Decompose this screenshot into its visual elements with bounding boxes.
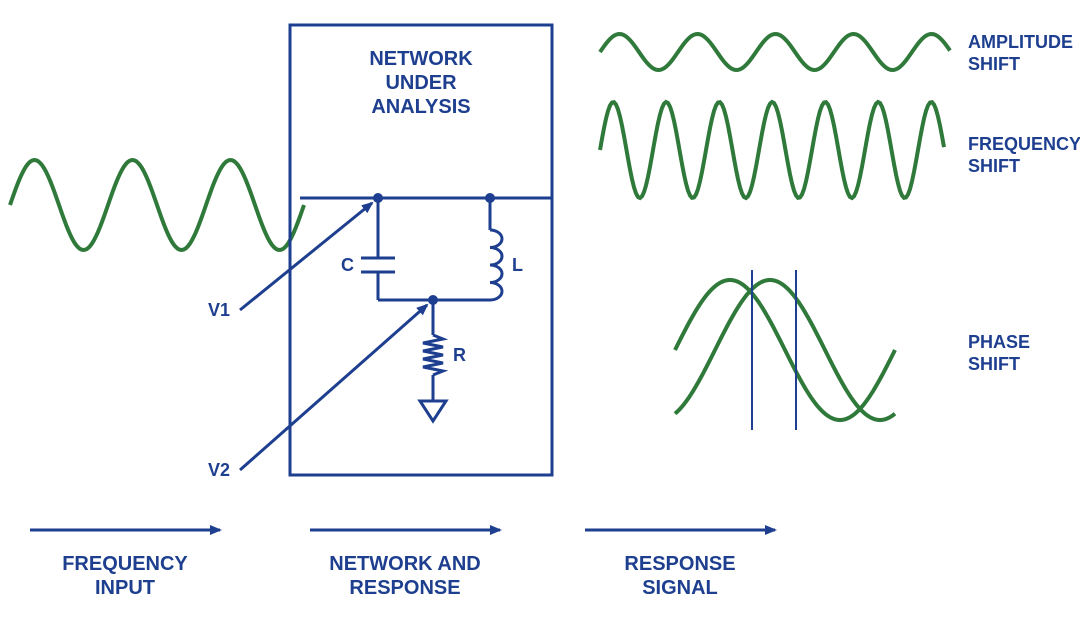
resistor-label: R	[453, 345, 466, 365]
network-analysis-diagram: NETWORKUNDERANALYSISCLRV1V2AMPLITUDESHIF…	[0, 0, 1080, 624]
frequency-label-l1: FREQUENCY	[968, 134, 1080, 154]
inductor-label: L	[512, 255, 523, 275]
ground-symbol	[420, 401, 446, 421]
input-label-l2: INPUT	[95, 577, 155, 599]
amplitude-shift-wave	[600, 34, 950, 70]
phase-label-l2: SHIFT	[968, 354, 1020, 374]
output-label-l1: RESPONSE	[624, 553, 735, 575]
network-label-l1: NETWORK AND	[329, 553, 480, 575]
v1-label: V1	[208, 300, 230, 320]
box-title-line3: ANALYSIS	[371, 96, 470, 118]
box-title-line2: UNDER	[385, 72, 457, 94]
amplitude-label-l2: SHIFT	[968, 54, 1020, 74]
input-label-l1: FREQUENCY	[62, 553, 188, 575]
resistor-zigzag	[423, 335, 443, 375]
v2-label: V2	[208, 460, 230, 480]
frequency-label-l2: SHIFT	[968, 156, 1020, 176]
phase-wave-1	[675, 280, 895, 420]
capacitor-label: C	[341, 255, 354, 275]
v2-pointer-arrow	[240, 305, 427, 470]
network-label-l2: RESPONSE	[349, 577, 460, 599]
input-sine-wave	[10, 160, 304, 250]
inductor-coil	[490, 230, 502, 300]
amplitude-label-l1: AMPLITUDE	[968, 32, 1073, 52]
phase-label-l1: PHASE	[968, 332, 1030, 352]
box-title-line1: NETWORK	[369, 48, 473, 70]
frequency-shift-wave	[600, 102, 944, 198]
output-label-l2: SIGNAL	[642, 577, 718, 599]
